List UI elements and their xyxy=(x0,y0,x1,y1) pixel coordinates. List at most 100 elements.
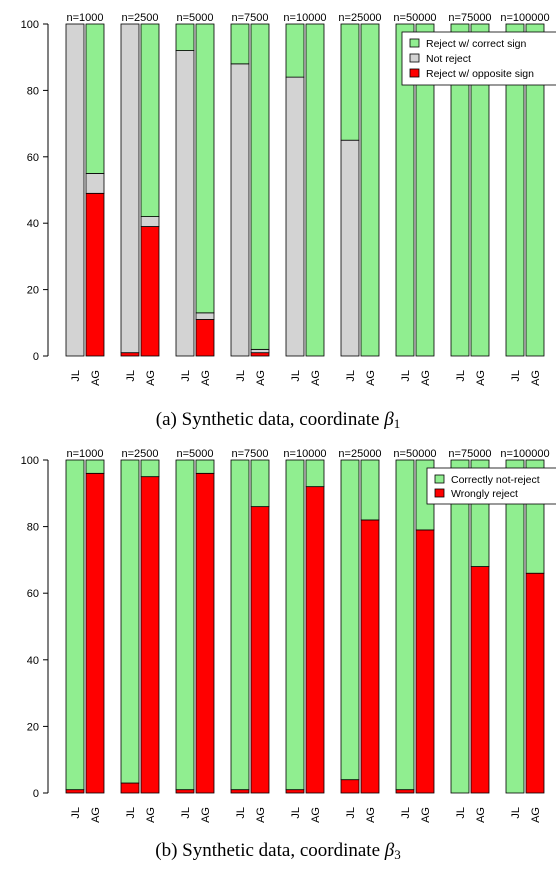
bar-segment xyxy=(120,782,140,794)
bar-segment xyxy=(250,459,270,508)
caption-b: (b) Synthetic data, coordinate β3 xyxy=(0,840,556,863)
group-title: n=25000 xyxy=(338,12,381,24)
bar-segment xyxy=(120,352,140,357)
bar-segment xyxy=(505,459,525,794)
bar-segment xyxy=(65,789,85,794)
legend-label: Correctly not-reject xyxy=(451,474,540,486)
bar-segment xyxy=(395,23,415,357)
bar-label: JL xyxy=(400,807,412,819)
bar-segment xyxy=(195,459,215,474)
bar-segment xyxy=(305,486,325,794)
bar-segment xyxy=(525,23,545,357)
bar-segment xyxy=(175,50,195,357)
bar-segment xyxy=(340,23,360,141)
y-tick-label: 60 xyxy=(27,588,39,600)
stacked-bar-chart-a: 0 20 40 60 80 100 n=1000 JL AG n=2500 JL AG n=5000 JL… xyxy=(21,12,556,386)
bar-segment xyxy=(195,23,215,314)
bar-segment xyxy=(340,459,360,781)
legend-label: Reject w/ opposite sign xyxy=(426,68,534,80)
bar-label: AG xyxy=(90,807,102,823)
bar-label: JL xyxy=(455,370,467,382)
bar-label: JL xyxy=(70,370,82,382)
bar-segment xyxy=(175,23,195,51)
bar-segment xyxy=(305,459,325,488)
legend-swatch xyxy=(434,474,445,484)
group-title: n=1000 xyxy=(66,12,103,24)
group-title: n=2500 xyxy=(121,12,158,24)
bar-segment xyxy=(140,226,160,357)
group-title: n=100000 xyxy=(500,12,549,24)
bar-label: JL xyxy=(125,807,137,819)
bar-label: AG xyxy=(310,370,322,386)
bar-label: JL xyxy=(290,370,302,382)
caption-a-subscript: 1 xyxy=(393,416,401,431)
y-tick-label: 0 xyxy=(33,788,39,800)
bar-segment xyxy=(250,23,270,350)
bar-segment xyxy=(195,472,215,794)
caption-a: (a) Synthetic data, coordinate β1 xyxy=(0,409,556,432)
bar-segment xyxy=(85,172,105,194)
bar-segment xyxy=(230,459,250,791)
legend-swatch xyxy=(434,488,445,498)
caption-b-text: (b) Synthetic data, coordinate xyxy=(155,840,385,861)
bar-label: AG xyxy=(255,807,267,823)
caption-a-symbol: β xyxy=(384,409,394,430)
bar-label: AG xyxy=(475,370,487,386)
bar-segment xyxy=(140,476,160,794)
group-title: n=5000 xyxy=(176,448,213,460)
bar-segment xyxy=(230,789,250,794)
bar-label: AG xyxy=(530,807,542,823)
legend-label: Reject w/ correct sign xyxy=(426,38,527,50)
bar-segment xyxy=(470,23,490,357)
bar-label: AG xyxy=(200,807,212,823)
group-title: n=10000 xyxy=(283,12,326,24)
bar-label: JL xyxy=(345,807,357,819)
bar-segment xyxy=(285,23,305,78)
group-title: n=75000 xyxy=(448,448,491,460)
y-tick-label: 100 xyxy=(21,19,39,31)
bar-label: JL xyxy=(70,807,82,819)
bar-segment xyxy=(195,312,215,320)
bar-label: AG xyxy=(420,807,432,823)
y-tick-label: 0 xyxy=(33,351,39,363)
legend-label: Not reject xyxy=(426,53,471,65)
bar-segment xyxy=(415,529,435,794)
bar-segment xyxy=(175,789,195,794)
legend-box xyxy=(401,31,556,86)
bar-segment xyxy=(285,76,305,357)
bar-label: AG xyxy=(255,370,267,386)
bar-segment xyxy=(140,216,160,227)
bar-segment xyxy=(470,566,490,794)
bar-label: JL xyxy=(345,370,357,382)
chart-panel-a: 0 20 40 60 80 100 n=1000 JL AG n=2500 JL AG n=5000 JL… xyxy=(0,0,556,410)
bar-segment xyxy=(450,23,470,357)
caption-b-subscript: 3 xyxy=(394,847,401,862)
bar-segment xyxy=(85,459,105,474)
bar-label: AG xyxy=(145,807,157,823)
bar-segment xyxy=(360,23,380,357)
y-tick-label: 100 xyxy=(21,455,39,467)
bar-segment xyxy=(525,572,545,794)
bar-segment xyxy=(340,779,360,794)
bar-label: JL xyxy=(455,807,467,819)
bar-segment xyxy=(230,23,250,65)
bar-segment xyxy=(285,789,305,794)
group-title: n=25000 xyxy=(338,448,381,460)
bar-segment xyxy=(85,23,105,174)
bar-segment xyxy=(140,23,160,217)
bar-segment xyxy=(360,519,380,794)
bar-segment xyxy=(175,459,195,791)
group-title: n=10000 xyxy=(283,448,326,460)
group-title: n=100000 xyxy=(500,448,549,460)
bar-label: JL xyxy=(510,370,522,382)
y-tick-label: 40 xyxy=(27,218,39,230)
bar-label: JL xyxy=(235,807,247,819)
bar-segment xyxy=(395,789,415,794)
legend-box xyxy=(426,467,556,505)
bar-segment xyxy=(120,23,140,354)
bar-label: JL xyxy=(400,370,412,382)
group-title: n=2500 xyxy=(121,448,158,460)
y-tick-label: 40 xyxy=(27,655,39,667)
group-title: n=5000 xyxy=(176,12,213,24)
bar-label: AG xyxy=(310,807,322,823)
